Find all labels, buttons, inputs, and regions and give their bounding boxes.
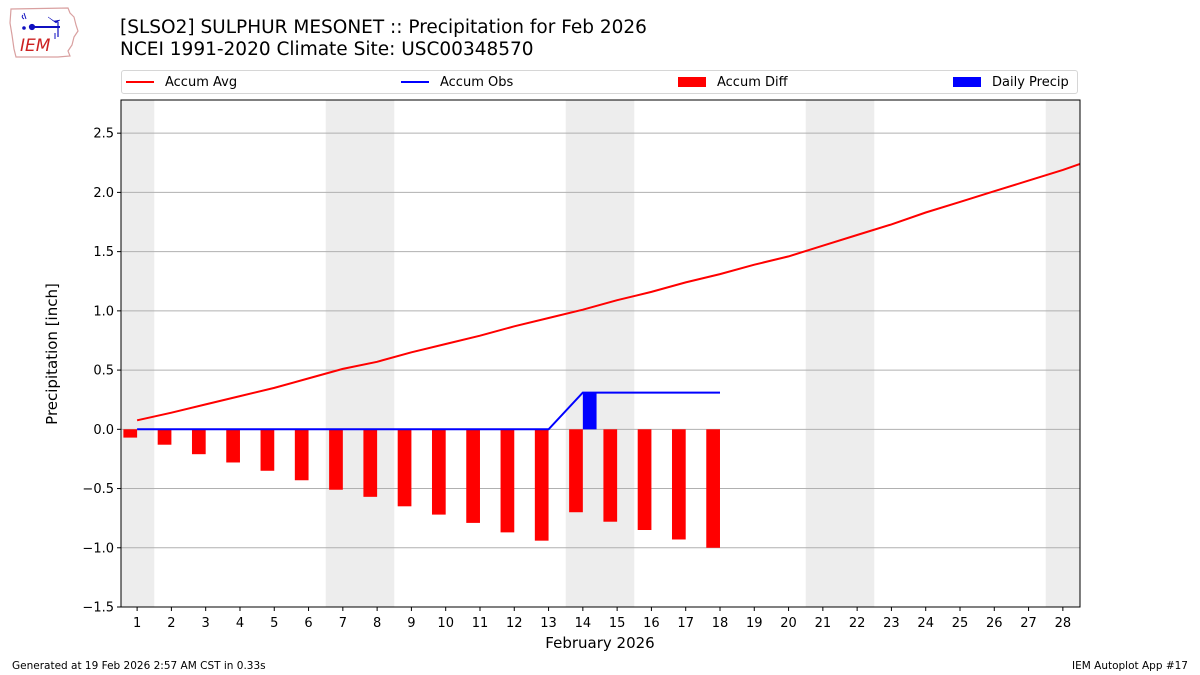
weekend-band (565, 100, 635, 607)
accum-diff-bar (534, 429, 549, 541)
y-tick-label: 1.0 (93, 304, 114, 319)
x-tick-label: 16 (643, 616, 660, 631)
legend-label: Daily Precip (992, 74, 1069, 90)
accum-obs-line (137, 391, 720, 431)
x-tick-label: 10 (437, 616, 454, 631)
plot-frame (120, 99, 1081, 608)
legend-label: Accum Obs (440, 74, 514, 90)
accum-diff-bar (260, 429, 275, 471)
red-line-swatch-icon (126, 81, 154, 83)
x-tick-label: 13 (540, 616, 557, 631)
accum-diff-bar (363, 429, 378, 497)
y-tick-label: −0.5 (82, 482, 114, 497)
x-tick-label: 18 (712, 616, 729, 631)
weekend-band (121, 100, 155, 607)
x-tick-label: 19 (746, 616, 763, 631)
legend-label: Accum Avg (165, 74, 238, 90)
accum-diff-bar (466, 429, 480, 523)
daily-precip-bar (582, 392, 597, 430)
iem-logo: IEM (9, 7, 79, 58)
y-tick-label: 2.0 (93, 186, 114, 201)
y-tick-label: −1.0 (82, 541, 114, 556)
accum-diff-bar (226, 429, 240, 463)
x-tick-label: 2 (167, 616, 175, 631)
x-tick-label: 22 (849, 616, 866, 631)
legend-item-accum-diff: Accum Diff (678, 71, 788, 93)
chart-title: [SLSO2] SULPHUR MESONET :: Precipitation… (120, 17, 647, 61)
blue-patch-swatch-icon (953, 77, 981, 87)
weekend-band (805, 100, 875, 607)
x-tick-label: 14 (575, 616, 592, 631)
x-tick-label: 21 (815, 616, 832, 631)
chart-legend: Accum Avg Accum Obs Accum Diff Daily Pre… (121, 70, 1078, 94)
title-line-2: NCEI 1991-2020 Climate Site: USC00348570 (120, 39, 534, 60)
generated-timestamp: Generated at 19 Feb 2026 2:57 AM CST in … (12, 660, 266, 672)
x-tick-label: 15 (609, 616, 626, 631)
weather-station-icon (21, 12, 61, 39)
x-tick-label: 20 (780, 616, 797, 631)
accum-diff-bar (603, 429, 618, 522)
accum-diff-bar (637, 429, 652, 531)
legend-label: Accum Diff (717, 74, 788, 90)
accum-diff-bar (157, 429, 172, 445)
y-tick-label: 1.5 (93, 245, 114, 260)
legend-item-daily-precip: Daily Precip (953, 71, 1069, 93)
accum-avg-line (136, 163, 1080, 422)
x-tick-label: 28 (1055, 616, 1072, 631)
accum-diff-bar (294, 429, 309, 481)
red-patch-swatch-icon (678, 77, 706, 87)
x-tick-label: 17 (677, 616, 694, 631)
accum-diff-bar (671, 429, 686, 540)
x-tick-label: 25 (952, 616, 969, 631)
accum-diff-bar (500, 429, 515, 533)
x-tick-label: 3 (202, 616, 210, 631)
y-axis-label: Precipitation [inch] (43, 283, 61, 425)
app-credit: IEM Autoplot App #17 (1072, 660, 1188, 672)
x-tick-label: 12 (506, 616, 523, 631)
y-tick-label: 2.5 (93, 127, 114, 142)
accum-diff-bar (569, 429, 583, 513)
x-tick-label: 6 (304, 616, 312, 631)
x-tick-label: 26 (986, 616, 1003, 631)
accum-diff-bar (706, 429, 720, 548)
x-axis-label: February 2026 (545, 634, 655, 652)
accum-diff-bar (329, 429, 343, 490)
x-tick-label: 9 (407, 616, 415, 631)
x-tick-label: 23 (883, 616, 900, 631)
weekend-band (325, 100, 395, 607)
weekend-band (1045, 100, 1080, 607)
legend-item-accum-obs: Accum Obs (401, 71, 513, 93)
y-tick-label: 0.0 (93, 423, 114, 438)
x-tick-label: 24 (917, 616, 934, 631)
logo-text: IEM (20, 36, 51, 56)
y-tick-label: −1.5 (82, 601, 114, 616)
x-tick-label: 4 (236, 616, 244, 631)
blue-line-swatch-icon (401, 81, 429, 83)
accum-diff-bar (191, 429, 206, 455)
iowa-outline-icon (9, 7, 79, 58)
x-tick-label: 5 (270, 616, 278, 631)
x-tick-label: 8 (373, 616, 381, 631)
accum-diff-bar (431, 429, 446, 515)
accum-diff-bar (123, 429, 138, 438)
x-tick-label: 27 (1020, 616, 1037, 631)
x-tick-label: 1 (133, 616, 141, 631)
legend-item-accum-avg: Accum Avg (126, 71, 237, 93)
accum-diff-bar (397, 429, 412, 507)
y-tick-label: 0.5 (93, 364, 114, 379)
x-tick-label: 7 (339, 616, 347, 631)
x-tick-label: 11 (472, 616, 489, 631)
title-line-1: [SLSO2] SULPHUR MESONET :: Precipitation… (120, 17, 647, 38)
